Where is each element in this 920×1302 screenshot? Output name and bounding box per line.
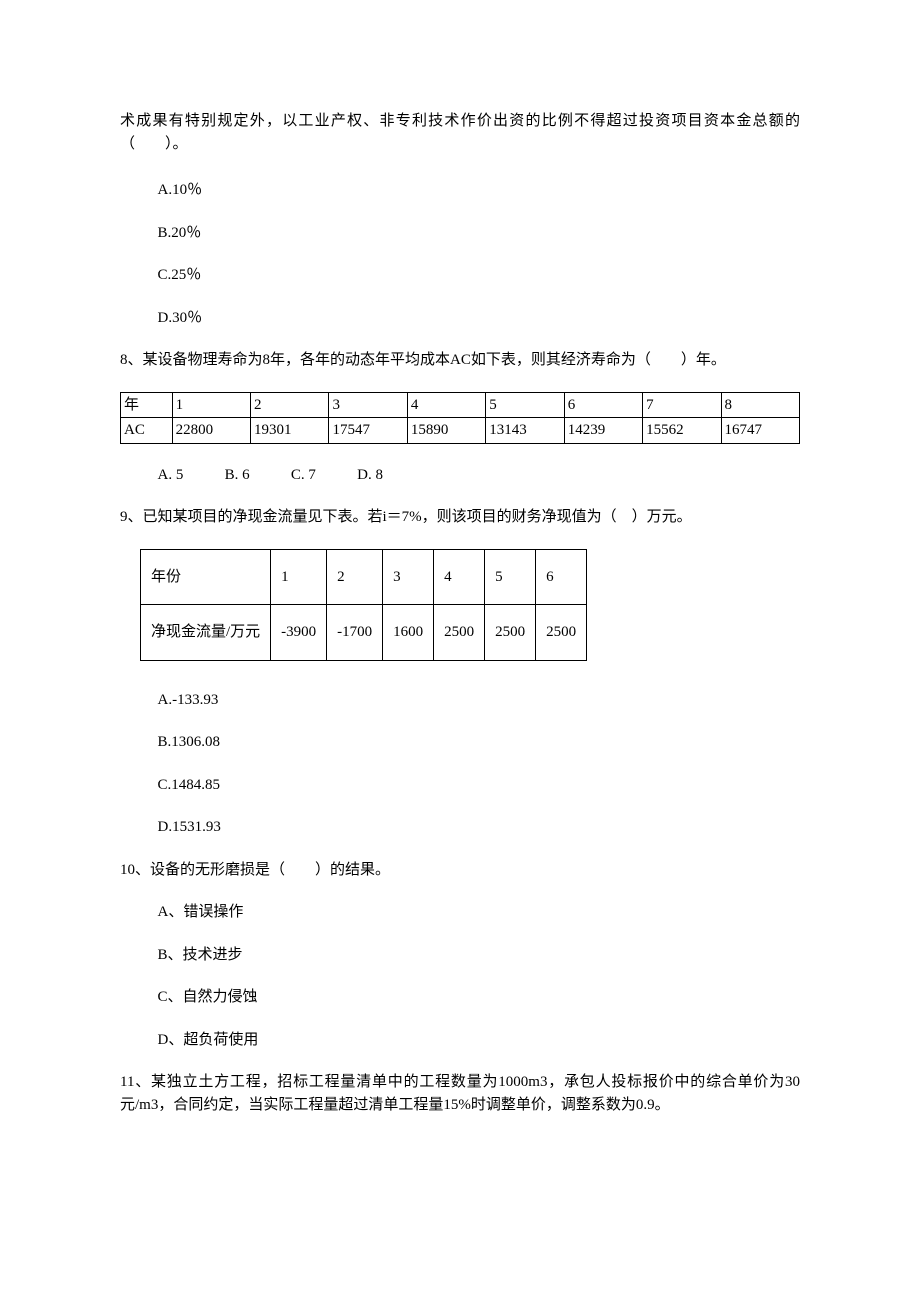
- q9-option-d: D.1531.93: [120, 816, 800, 839]
- cell: 8: [721, 392, 799, 418]
- table-row: 净现金流量/万元 -3900 -1700 1600 2500 2500 2500: [141, 605, 587, 661]
- cell: 7: [643, 392, 721, 418]
- cell: 1600: [383, 605, 434, 661]
- q8-option-d: D. 8: [357, 467, 383, 483]
- cell: 3: [329, 392, 407, 418]
- q7-option-c: C.25％: [120, 264, 800, 287]
- q7-option-b: B.20％: [120, 222, 800, 245]
- q8-table: 年 1 2 3 4 5 6 7 8 AC 22800 19301 17547 1…: [120, 392, 800, 444]
- cell: 1: [172, 392, 250, 418]
- q8-stem: 8、某设备物理寿命为8年，各年的动态年平均成本AC如下表，则其经济寿命为（ ）年…: [120, 349, 800, 372]
- table-row: AC 22800 19301 17547 15890 13143 14239 1…: [121, 418, 800, 444]
- cell: 2: [251, 392, 329, 418]
- cell: 6: [536, 549, 587, 605]
- cell: 2500: [434, 605, 485, 661]
- q7-stem-continued: 术成果有特别规定外，以工业产权、非专利技术作价出资的比例不得超过投资项目资本金总…: [120, 110, 800, 155]
- q11-stem: 11、某独立土方工程，招标工程量清单中的工程数量为1000m3，承包人投标报价中…: [120, 1071, 800, 1116]
- cell-ac-label: AC: [121, 418, 173, 444]
- q10-stem: 10、设备的无形磨损是（ ）的结果。: [120, 859, 800, 882]
- q10-option-b: B、技术进步: [120, 944, 800, 967]
- cell: 15562: [643, 418, 721, 444]
- cell: 19301: [251, 418, 329, 444]
- cell: 3: [383, 549, 434, 605]
- cell: 6: [564, 392, 642, 418]
- cell: 4: [434, 549, 485, 605]
- q9-option-c: C.1484.85: [120, 774, 800, 797]
- cell: 2: [327, 549, 383, 605]
- cell: 5: [485, 549, 536, 605]
- cell: 13143: [486, 418, 564, 444]
- q10-option-c: C、自然力侵蚀: [120, 986, 800, 1009]
- q8-option-a: A. 5: [158, 467, 184, 483]
- cell: 5: [486, 392, 564, 418]
- q10-option-d: D、超负荷使用: [120, 1029, 800, 1052]
- cell: 2500: [536, 605, 587, 661]
- cell-ncf-label: 净现金流量/万元: [141, 605, 271, 661]
- cell: -3900: [271, 605, 327, 661]
- q9-table: 年份 1 2 3 4 5 6 净现金流量/万元 -3900 -1700 1600…: [140, 549, 587, 661]
- cell: 2500: [485, 605, 536, 661]
- cell-year-label: 年份: [141, 549, 271, 605]
- q8-option-c: C. 7: [291, 467, 316, 483]
- q7-option-d: D.30％: [120, 307, 800, 330]
- cell: 1: [271, 549, 327, 605]
- cell: 22800: [172, 418, 250, 444]
- q8-options: A. 5 B. 6 C. 7 D. 8: [120, 464, 800, 487]
- cell: 4: [407, 392, 485, 418]
- cell-year-label: 年: [121, 392, 173, 418]
- cell: 14239: [564, 418, 642, 444]
- cell: 15890: [407, 418, 485, 444]
- cell: -1700: [327, 605, 383, 661]
- q7-option-a: A.10％: [120, 179, 800, 202]
- q9-option-a: A.-133.93: [120, 689, 800, 712]
- table-row: 年 1 2 3 4 5 6 7 8: [121, 392, 800, 418]
- q10-option-a: A、错误操作: [120, 901, 800, 924]
- cell: 17547: [329, 418, 407, 444]
- table-row: 年份 1 2 3 4 5 6: [141, 549, 587, 605]
- cell: 16747: [721, 418, 799, 444]
- q9-option-b: B.1306.08: [120, 731, 800, 754]
- q8-option-b: B. 6: [225, 467, 250, 483]
- q9-stem: 9、已知某项目的净现金流量见下表。若i＝7%，则该项目的财务净现值为（ ）万元。: [120, 506, 800, 529]
